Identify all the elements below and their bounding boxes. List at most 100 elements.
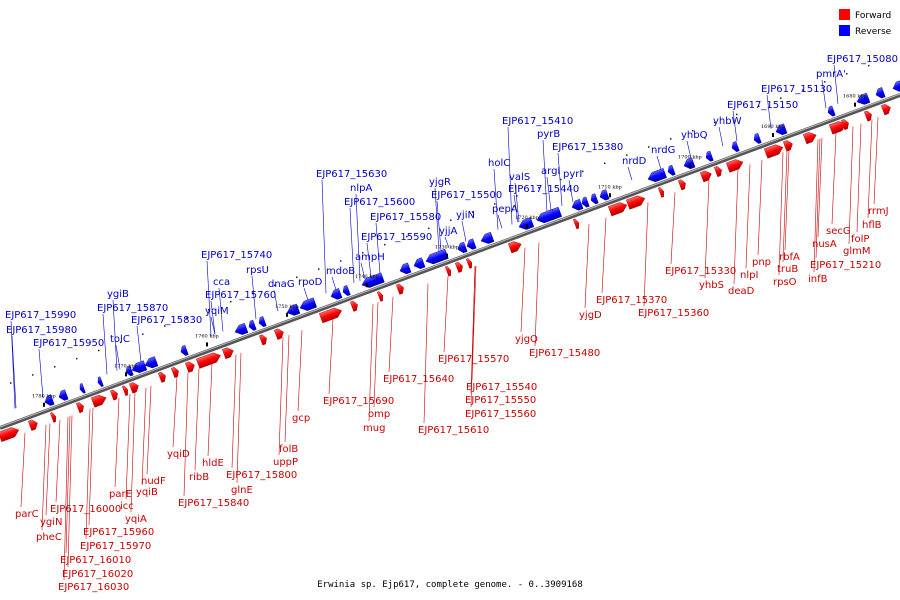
gene-label-ejp617-15830: EJP617_15830 [131,315,202,326]
gene-label-yhbq: yhbQ [681,130,708,141]
gene-label-ejp617-15440: EJP617_15440 [508,184,579,195]
track-dot [142,333,144,335]
leader-ejp617-15410 [507,126,513,225]
leader-rbfa [784,150,790,251]
forward-gene [455,261,463,273]
leader-ejp617-15970 [85,408,91,540]
forward-gene [222,347,234,360]
track-dot [340,260,342,262]
leader-ejp617-16010 [65,416,71,554]
leader-rpso [778,152,784,276]
gene-label-yjgr: yjgR [429,177,451,188]
leader-yjja [444,236,450,248]
leader-argi [546,176,552,211]
track-dot [670,138,672,140]
scale-tick-mark [526,224,528,229]
track-dot [560,178,562,181]
genome-backbone [0,93,900,430]
forward-gene [658,187,664,198]
leader-pyrb [542,139,548,212]
gene-label-pepa: pepA [492,204,518,215]
forward-gene [350,300,358,312]
track-dot [516,195,518,197]
gene-label-ejp617-15690: EJP617_15690 [323,396,394,407]
gene-label-ejp617-15410: EJP617_15410 [502,116,573,127]
track-dot [692,129,694,132]
gene-label-amph: ampH [355,252,385,263]
gene-label-phec: pheC [36,532,62,543]
gene-label-pnp: pnp [752,257,771,268]
track-dot [384,243,386,246]
track-dot [846,72,848,75]
track-dot [120,341,122,344]
track-dot [736,113,738,116]
leader-ejp617-16030 [63,416,69,581]
gene-label-ejp617-15600: EJP617_15600 [344,197,415,208]
gene-label-nudf: nudF [141,476,166,487]
gene-label-mug: mug [363,423,385,434]
gene-label-ygin: ygiN [40,517,63,528]
gene-label-rpod: rpoD [298,277,323,288]
reverse-gene [58,389,69,401]
reverse-gene [413,257,426,269]
gene-label-glmm: glmM [843,246,871,257]
reverse-gene [590,193,599,205]
leader-nlpa [355,193,361,281]
leader-rpod [303,287,309,301]
gene-label-ejp617-15970: EJP617_15970 [80,541,151,552]
forward-gene [573,218,579,230]
track-dot [186,317,188,319]
leader-ejp617-15360 [643,202,649,307]
leader-nlpi [745,164,751,269]
leader-omp [373,302,379,408]
forward-gene [110,389,118,401]
leader-nusa [817,137,823,238]
scale-tick-mark [206,342,208,347]
scale-tick-mark [609,193,611,198]
track-dot [318,268,320,270]
leader-hlde [207,363,213,457]
leader-ribb [194,368,200,471]
scale-tick: 1730 kbp [435,245,459,251]
leader-holc [493,168,499,230]
track-dot [824,81,826,83]
forward-gene [377,291,383,302]
leader-ejp617-15740 [206,260,212,336]
gene-label-gcp: gcp [292,413,310,424]
gene-label-yjgq: yjgQ [515,334,538,345]
leader-ejp617-15600 [349,207,355,284]
reverse-gene [581,196,590,208]
legend-reverse-swatch [839,25,850,36]
leader-ejp617-15980 [11,335,17,409]
reverse-gene [466,238,477,250]
track-dot [494,203,496,205]
leader-ejp617-15960 [88,407,94,526]
reverse-gene [330,288,343,300]
leader-yjgr [434,187,440,252]
scale-tick-mark [446,253,448,258]
leader-glmm [848,126,854,245]
leader-ejp617-15150 [732,110,738,142]
leader-ejp617-15380 [557,152,563,207]
track-dot [868,64,870,67]
leader-parc [20,432,26,508]
forward-gene [129,382,139,394]
leader-tolc [115,344,121,370]
track-dot [98,349,100,352]
gene-label-vals: valS [509,172,530,183]
track-dot [208,309,210,311]
gene-label-ejp617-15080: EJP617_15080 [827,54,898,65]
legend-forward-label: Forward [855,11,891,21]
gene-label-pmra-: pmrA' [816,69,846,80]
leader-yhbs [704,179,710,279]
reverse-gene [571,198,584,211]
gene-label-yjgd: yjgD [579,310,602,321]
gene-label-pyrb: pyrB [537,129,560,140]
leader-ejp617-15590 [366,242,372,277]
reverse-gene [775,123,788,136]
gene-label-mdob: mdoB [326,266,355,277]
reverse-gene [536,209,556,224]
gene-label-ejp617-15950: EJP617_15950 [33,338,104,349]
